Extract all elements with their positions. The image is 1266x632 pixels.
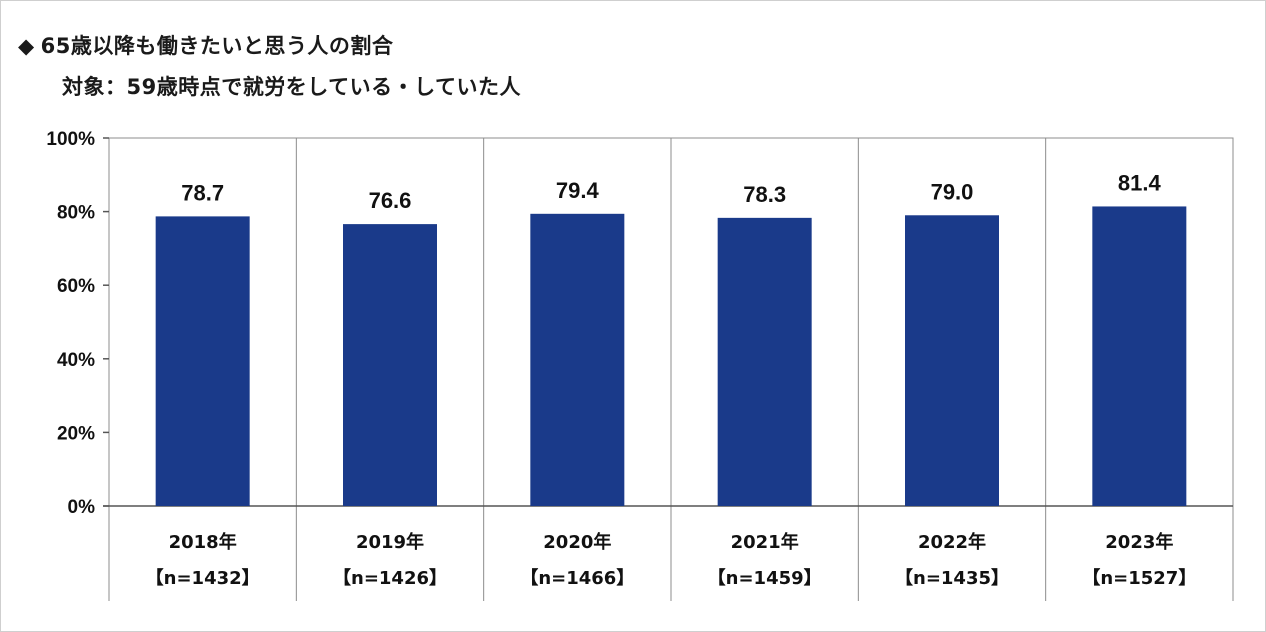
sample-size-label: 【n=1466】 [520,568,634,589]
bar [530,213,625,507]
y-tick-label: 20% [57,423,95,444]
diamond-icon: ◆ [18,34,35,58]
bar [717,217,812,506]
category-label: 2023年 [1105,531,1173,553]
category-label: 2018年 [169,531,237,553]
chart-title: ◆ 65歳以降も働きたいと思う人の割合 [18,30,393,60]
data-label: 78.7 [181,180,224,205]
data-label: 76.6 [369,188,412,213]
category-label: 2020年 [543,531,611,553]
data-label: 78.3 [743,182,786,207]
y-tick-label: 100% [46,129,95,150]
chart-title-text: 65歳以降も働きたいと思う人の割合 [40,34,394,58]
category-label: 2021年 [731,531,799,553]
sample-size-label: 【n=1459】 [708,568,822,589]
bar [343,224,437,506]
bar [905,215,999,506]
data-label: 79.0 [931,179,974,204]
sample-size-label: 【n=1527】 [1082,568,1196,589]
chart-subtitle: 対象：59歳時点で就労をしている・していた人 [62,75,521,99]
bar [1092,206,1187,506]
category-label: 2022年 [918,531,986,553]
bar [155,216,250,506]
y-tick-label: 40% [57,350,95,371]
sample-size-label: 【n=1435】 [895,568,1009,589]
sample-size-label: 【n=1426】 [333,568,447,589]
y-tick-label: 60% [57,276,95,297]
sample-size-label: 【n=1432】 [146,568,260,589]
category-label: 2019年 [356,531,424,553]
data-label: 81.4 [1118,170,1162,195]
data-label: 79.4 [556,178,600,203]
y-tick-label: 0% [68,497,96,518]
y-tick-label: 80% [57,203,95,224]
